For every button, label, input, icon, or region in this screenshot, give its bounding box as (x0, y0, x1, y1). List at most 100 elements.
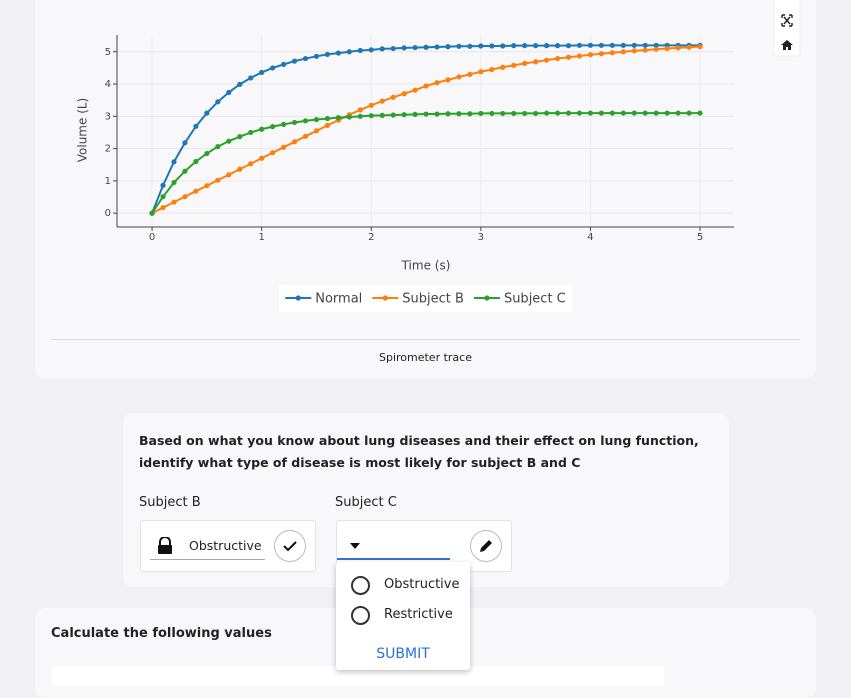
check-button[interactable] (274, 530, 306, 562)
point (642, 42, 648, 48)
radio[interactable] (351, 606, 370, 625)
point (204, 183, 210, 189)
option[interactable]: Restrictive (384, 607, 453, 622)
point (576, 110, 583, 116)
submit-button[interactable]: SUBMIT (376, 646, 430, 662)
point (543, 57, 550, 63)
point (215, 144, 221, 150)
point (675, 45, 681, 51)
point (434, 44, 440, 50)
point (379, 98, 385, 104)
point (302, 118, 309, 124)
autoscale-icon[interactable] (781, 14, 793, 27)
point (412, 111, 418, 117)
point (346, 49, 352, 55)
legend-bg (279, 285, 572, 312)
point (489, 110, 495, 117)
point (291, 58, 298, 64)
legend-item: Subject B (372, 292, 464, 307)
field-label: Subject B (139, 495, 201, 510)
point (291, 119, 298, 126)
point (653, 46, 659, 52)
home-icon[interactable] (781, 40, 793, 50)
x-tick-label: 3 (478, 232, 484, 243)
point (686, 110, 692, 116)
point (357, 113, 363, 119)
point (576, 42, 583, 48)
point (401, 91, 407, 97)
point (248, 161, 254, 167)
point (390, 112, 396, 118)
lock-icon (158, 537, 172, 554)
point (248, 129, 254, 136)
edit-button[interactable] (470, 530, 502, 562)
legend-item: Normal (285, 292, 362, 307)
point (445, 111, 451, 117)
point (478, 69, 484, 75)
point (171, 199, 177, 205)
point (204, 150, 210, 157)
x-axis-title: Time (s) (401, 259, 451, 273)
point (313, 53, 320, 59)
point (642, 110, 648, 116)
point (500, 110, 506, 117)
point (565, 43, 572, 49)
y-tick-label: 5 (105, 47, 111, 58)
point (379, 46, 385, 52)
point (160, 182, 166, 188)
point (259, 126, 265, 132)
point (609, 110, 615, 116)
selected-value: Obstructive (189, 538, 262, 553)
point (237, 166, 243, 172)
radio[interactable] (351, 576, 370, 595)
point (324, 122, 331, 128)
point (313, 116, 320, 123)
point (653, 42, 659, 48)
point (412, 87, 418, 93)
point (620, 49, 626, 55)
point (215, 177, 221, 183)
point (423, 111, 429, 117)
question-text: Based on what you know about lung diseas… (139, 433, 699, 470)
legend-label: Subject C (504, 292, 566, 307)
point (193, 158, 199, 165)
point (554, 110, 561, 116)
point (357, 47, 363, 54)
y-tick-label: 0 (105, 208, 111, 219)
point (686, 44, 692, 50)
point (543, 43, 550, 49)
point (631, 42, 637, 48)
point (401, 45, 407, 51)
point (280, 144, 287, 150)
point (259, 69, 265, 76)
caret-icon[interactable] (349, 542, 361, 550)
legend-item: Subject C (473, 292, 566, 307)
y-tick-label: 1 (105, 176, 111, 187)
x-tick-label: 0 (149, 232, 155, 243)
point (237, 81, 243, 87)
point (445, 77, 451, 83)
point (401, 112, 407, 118)
underline (150, 559, 265, 560)
point (270, 150, 276, 156)
point (697, 44, 703, 50)
point (456, 43, 462, 49)
point (478, 43, 484, 49)
point (368, 102, 374, 108)
point (237, 134, 243, 140)
point (631, 48, 637, 54)
point (324, 51, 331, 57)
point (259, 155, 265, 161)
caption: Spirometer trace (378, 351, 472, 364)
point (620, 110, 626, 116)
legend-label: Normal (315, 292, 362, 307)
point (171, 159, 177, 165)
point (357, 107, 363, 113)
point (302, 55, 309, 62)
point (543, 110, 550, 116)
point (576, 53, 583, 59)
point (379, 112, 385, 118)
option[interactable]: Obstructive (384, 577, 460, 592)
point (160, 194, 166, 200)
point (467, 111, 473, 117)
